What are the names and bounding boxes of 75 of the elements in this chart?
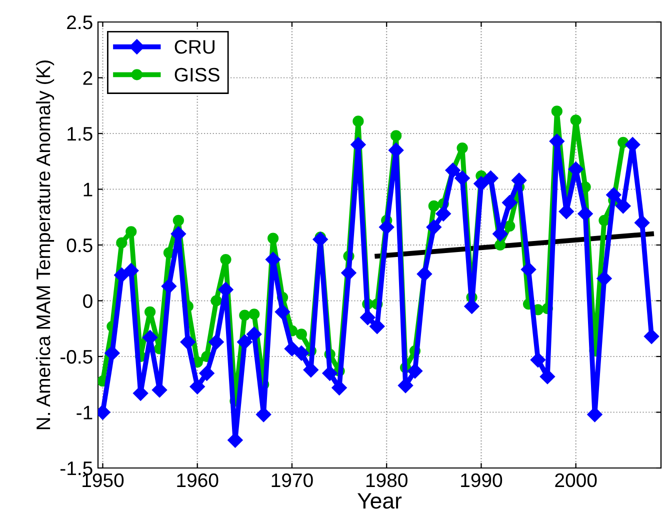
point: [618, 136, 629, 148]
point: [606, 187, 622, 202]
point: [172, 214, 184, 226]
point: [322, 366, 338, 381]
point: [199, 366, 214, 381]
point: [190, 379, 205, 394]
y-tick-label: 0: [83, 294, 92, 308]
point: [284, 341, 300, 356]
point: [598, 214, 610, 226]
y-tick-label: -1.5: [60, 462, 92, 476]
point: [124, 263, 139, 278]
point: [341, 265, 356, 280]
point: [208, 334, 224, 350]
point: [370, 318, 385, 334]
point: [502, 195, 518, 210]
point: [246, 326, 262, 342]
point: [570, 114, 582, 126]
x-tick-label: 1980: [366, 473, 408, 488]
legend-label: CRU: [174, 40, 214, 54]
point: [644, 328, 660, 344]
point: [390, 130, 402, 142]
point: [578, 206, 593, 222]
point: [549, 134, 564, 149]
point: [540, 369, 556, 384]
point: [180, 334, 196, 350]
point: [428, 200, 440, 212]
point: [520, 262, 536, 278]
y-tick-label: 0.5: [66, 238, 92, 252]
y-axis-title: N. America MAM Temperature Anomaly (K): [36, 60, 54, 430]
point: [596, 270, 612, 286]
point: [530, 352, 546, 368]
point: [144, 306, 156, 318]
x-tick-label: 1950: [82, 473, 124, 488]
point: [416, 266, 432, 282]
point: [426, 220, 442, 235]
point: [267, 232, 279, 244]
point: [504, 220, 516, 232]
point: [248, 308, 260, 320]
point: [114, 268, 130, 283]
point: [296, 328, 307, 340]
point: [379, 220, 394, 235]
point: [210, 295, 222, 306]
point: [104, 346, 120, 361]
point: [294, 346, 310, 361]
point: [634, 215, 650, 230]
point: [616, 198, 631, 214]
point: [116, 237, 128, 248]
x-axis-title: Year: [358, 493, 402, 509]
x-tick-label: 1990: [461, 473, 502, 488]
y-tick-label: 1: [84, 182, 92, 196]
point: [388, 142, 404, 158]
point: [436, 206, 451, 222]
x-tick-label: 1970: [272, 473, 313, 488]
point: [551, 106, 562, 117]
point: [161, 278, 177, 294]
x-tick-label: 2000: [555, 473, 597, 488]
point: [274, 304, 290, 320]
point: [239, 310, 250, 321]
point: [456, 142, 468, 154]
point: [360, 310, 376, 326]
point: [407, 363, 423, 379]
x-tick-label: 1960: [177, 473, 218, 488]
point: [494, 239, 506, 251]
y-tick-label: -1: [76, 406, 92, 420]
y-tick-label: 2: [83, 71, 92, 85]
point: [220, 254, 232, 266]
point: [237, 334, 252, 350]
point: [126, 226, 137, 238]
legend-label: GISS: [174, 68, 220, 82]
y-tick-label: 2.5: [67, 15, 92, 30]
y-tick-label: 1.5: [68, 127, 92, 141]
point: [454, 170, 470, 186]
point: [352, 116, 364, 127]
point: [474, 176, 489, 192]
y-tick-label: -0.5: [60, 350, 92, 364]
